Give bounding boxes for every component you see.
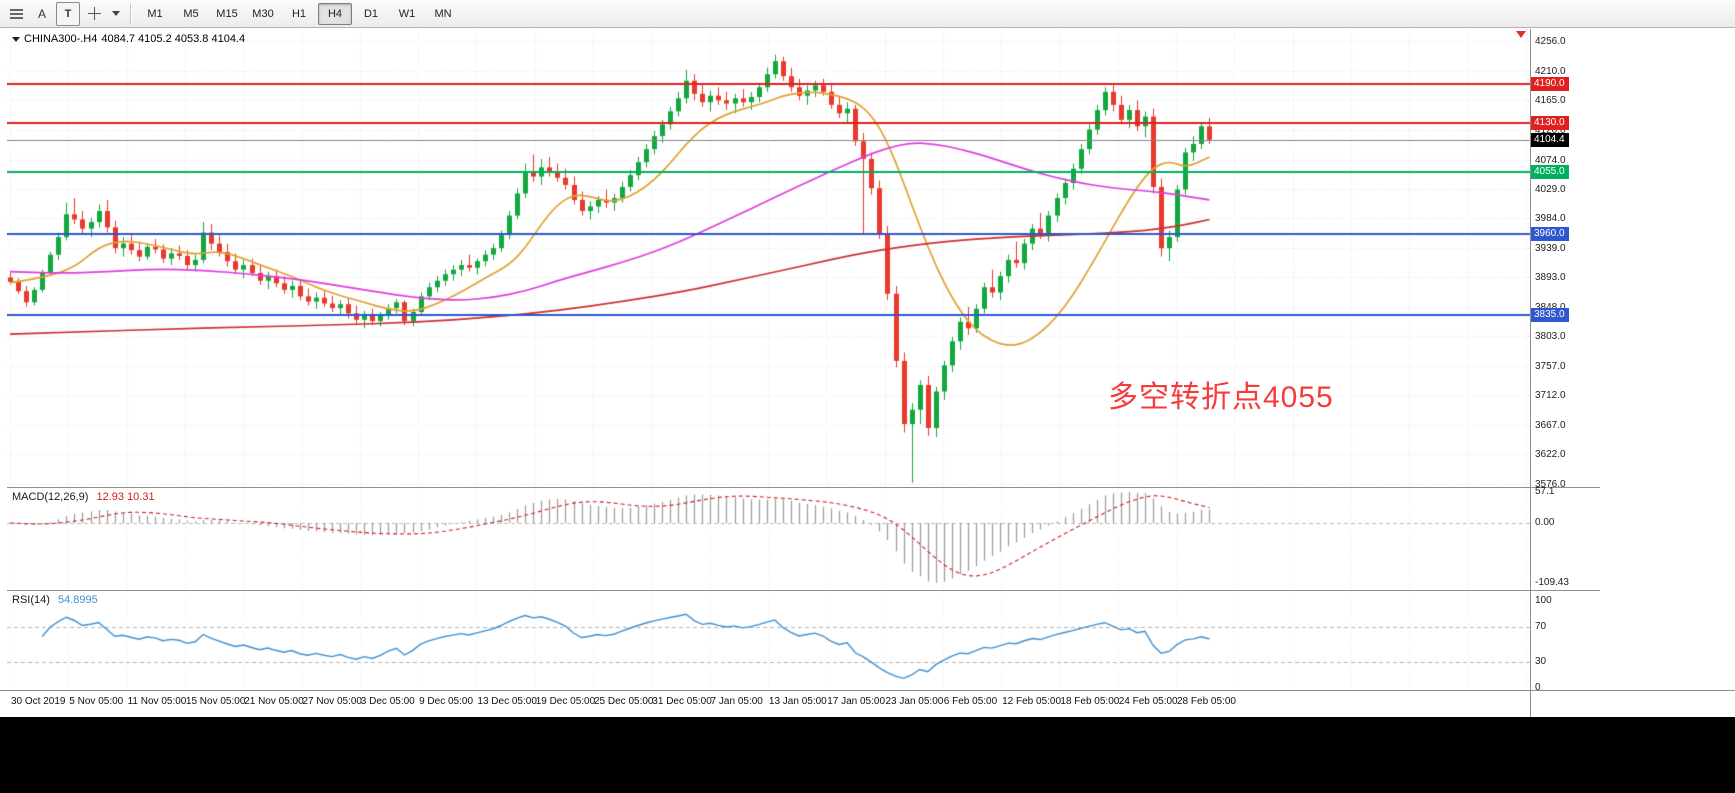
symbol-title: CHINA300-.H4 4084.7 4105.2 4053.8 4104.4: [12, 33, 245, 45]
price-level-label-4104.4: 4104.4: [1531, 132, 1569, 147]
price-axis-tick: 3667.0: [1535, 419, 1566, 431]
macd-label: MACD(12,26,9) 12.93 10.31: [12, 491, 155, 503]
chart-layout-icon: [9, 8, 23, 11]
price-axis-tick: 4029.0: [1535, 183, 1566, 195]
chevron-down-icon: [111, 11, 120, 16]
time-axis-tick: 9 Dec 05:00: [419, 696, 474, 707]
ohlc-values: 4084.7 4105.2 4053.8 4104.4: [101, 33, 246, 45]
rsi-axis-tick: 0: [1535, 682, 1541, 693]
drawing-tools-dropdown[interactable]: [108, 2, 122, 26]
price-axis-tick: 3939.0: [1535, 242, 1566, 254]
price-axis-tick: 4120.0: [1535, 124, 1566, 136]
time-axis-tick: 28 Feb 05:00: [1177, 696, 1236, 707]
timeframe-button-w1[interactable]: W1: [398, 7, 416, 20]
time-axis-tick: 13 Dec 05:00: [477, 696, 537, 707]
macd-name: MACD(12,26,9): [12, 491, 89, 503]
scroll-to-end-icon: [1516, 31, 1526, 38]
price-axis-border: [1530, 29, 1531, 717]
time-axis-tick: 27 Nov 05:00: [302, 696, 363, 707]
price-level-label-3960.0: 3960.0: [1531, 226, 1569, 241]
chart-layout-button[interactable]: [4, 2, 28, 26]
timeframe-button-m5[interactable]: M5: [183, 7, 199, 20]
macd-current-values: 12.93 10.31: [96, 491, 155, 503]
time-axis-tick: 18 Feb 05:00: [1060, 696, 1120, 707]
rsi-canvas[interactable]: [7, 591, 1530, 690]
symbol-collapse-icon: [12, 36, 20, 42]
price-axis-tick: 4210.0: [1535, 65, 1566, 77]
macd-canvas[interactable]: [7, 488, 1530, 590]
macd-axis-tick: 57.1: [1535, 486, 1555, 497]
chart-text-annotation: 多空转折点4055: [1108, 381, 1334, 414]
price-axis-tick: 3893.0: [1535, 272, 1566, 284]
rsi-axis-tick: 70: [1535, 621, 1547, 632]
rsi-axis-tick: 100: [1535, 595, 1552, 606]
time-axis-tick: 7 Jan 05:00: [710, 696, 763, 707]
timeframe-button-mn[interactable]: MN: [434, 7, 452, 20]
price-axis-tick: 4256.0: [1535, 36, 1566, 47]
timeframe-button-m30[interactable]: M30: [252, 7, 274, 20]
price-axis-tick: 3576.0: [1535, 479, 1566, 490]
time-axis-tick: 15 Nov 05:00: [185, 696, 246, 707]
time-axis-tick: 6 Feb 05:00: [943, 696, 998, 707]
rsi-axis-tick: 30: [1535, 656, 1547, 667]
rsi-label: RSI(14) 54.8995: [12, 594, 98, 606]
price-level-label-4055.0: 4055.0: [1531, 164, 1569, 179]
text-annotation-button[interactable]: A: [30, 2, 54, 26]
crosshair-button[interactable]: [82, 2, 106, 26]
panel-separator[interactable]: [7, 590, 1600, 591]
price-axis-tick: 3984.0: [1535, 213, 1566, 225]
macd-axis-tick: 0.00: [1535, 517, 1555, 528]
time-axis-tick: 3 Dec 05:00: [360, 696, 415, 707]
price-axis-tick: 3803.0: [1535, 331, 1566, 343]
time-axis-tick: 11 Nov 05:00: [127, 696, 187, 707]
time-axis-tick: 5 Nov 05:00: [69, 696, 124, 707]
time-axis-tick: 24 Feb 05:00: [1118, 696, 1178, 707]
text-annotation-icon: A: [37, 6, 46, 21]
price-axis-tick: 3848.0: [1535, 302, 1566, 313]
price-axis-tick: 3757.0: [1535, 361, 1566, 373]
price-axis-tick: 3622.0: [1535, 449, 1566, 461]
rsi-current-value: 54.8995: [57, 594, 98, 606]
panel-separator[interactable]: [7, 487, 1600, 488]
rsi-name: RSI(14): [12, 594, 50, 606]
text-tool-icon: T: [64, 7, 72, 20]
time-axis-tick: 25 Dec 05:00: [594, 696, 654, 707]
symbol-label: CHINA300-.H4: [24, 33, 98, 45]
price-level-label-4130.0: 4130.0: [1531, 116, 1569, 131]
time-axis-tick: 19 Dec 05:00: [535, 696, 596, 707]
price-axis-tick: 4165.0: [1535, 95, 1566, 107]
price-axis-tick: 3712.0: [1535, 390, 1566, 402]
time-axis-tick: 23 Jan 05:00: [885, 696, 944, 707]
timeframe-button-group: M1 M5 M15 M30 H1 H4 D1 W1 MN: [138, 2, 462, 25]
toolbar: A T M1 M5 M15 M30 H1 H4 D1 W1 MN: [0, 0, 1735, 28]
price-level-label-3835.0: 3835.0: [1531, 308, 1569, 323]
time-axis[interactable]: [0, 690, 1735, 717]
price-chart-canvas[interactable]: [7, 29, 1530, 487]
time-axis-tick: 17 Jan 05:00: [827, 696, 886, 707]
time-axis-tick: 31 Dec 05:00: [652, 696, 712, 707]
time-axis-tick: 12 Feb 05:00: [1002, 696, 1062, 707]
price-axis-tick: 4074.0: [1535, 154, 1566, 166]
timeframe-button-m1[interactable]: M1: [147, 7, 163, 20]
macd-axis-tick: -109.43: [1535, 577, 1569, 588]
time-axis-tick: 30 Oct 2019: [11, 696, 66, 707]
timeframe-button-h1[interactable]: H1: [291, 7, 307, 20]
timeframe-button-h4[interactable]: H4: [318, 2, 352, 25]
timeframe-button-m15[interactable]: M15: [216, 7, 238, 20]
bottom-filler-bar: [0, 717, 1735, 793]
text-tool-button[interactable]: T: [56, 1, 80, 26]
time-axis-tick: 21 Nov 05:00: [244, 696, 304, 707]
crosshair-icon: [87, 7, 101, 20]
price-level-label-4190.0: 4190.0: [1531, 76, 1569, 91]
timeframe-button-d1[interactable]: D1: [363, 7, 379, 20]
toolbar-separator: [130, 3, 132, 24]
time-axis-tick: 13 Jan 05:00: [768, 696, 827, 707]
